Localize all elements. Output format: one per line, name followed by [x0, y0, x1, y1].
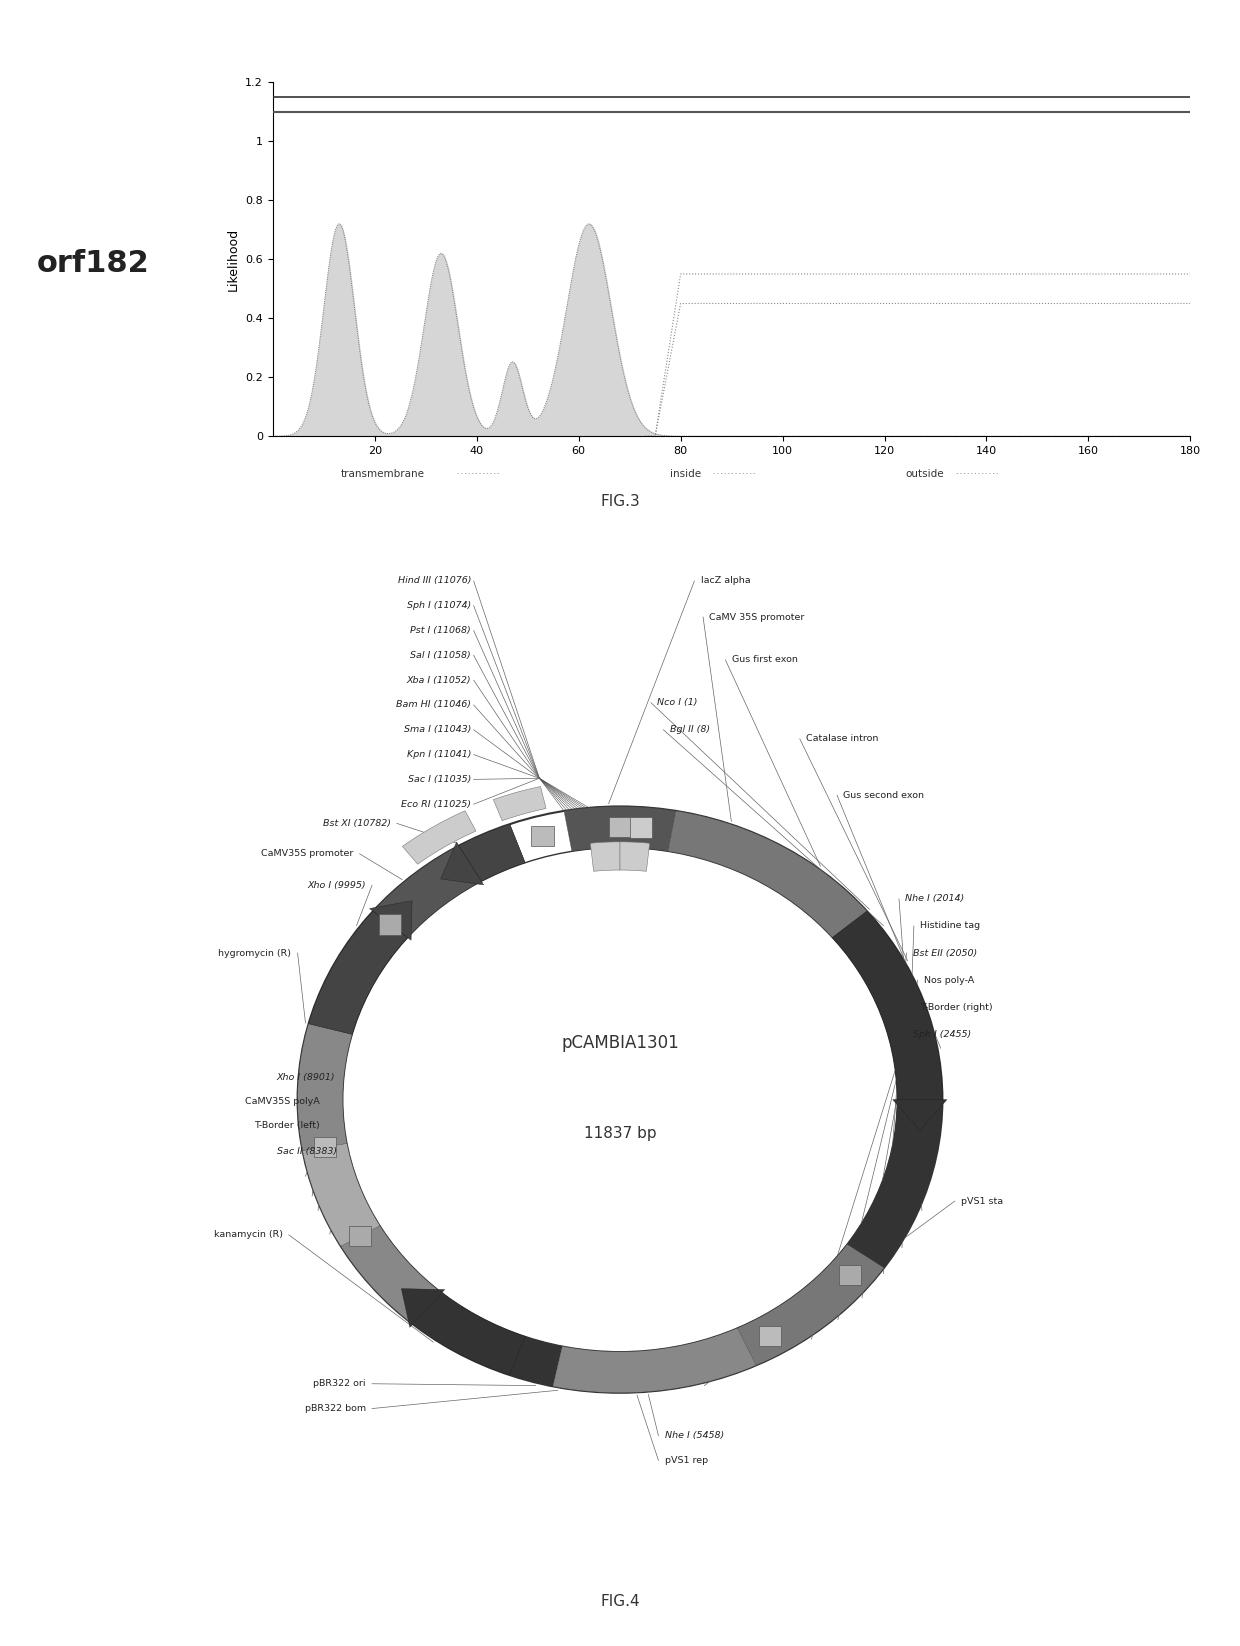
Bar [609, 816, 631, 838]
Text: FIG.3: FIG.3 [600, 494, 640, 509]
Polygon shape [893, 1100, 947, 1131]
Text: Sac I (11035): Sac I (11035) [408, 775, 471, 783]
Text: T-Border (right): T-Border (right) [920, 1002, 993, 1012]
Text: Bst XI (10782): Bst XI (10782) [322, 818, 391, 828]
Polygon shape [832, 1100, 942, 1289]
Text: Catalase intron: Catalase intron [806, 734, 878, 744]
Bar [630, 818, 652, 838]
Polygon shape [303, 1144, 379, 1246]
Text: Hind III (11076): Hind III (11076) [398, 576, 471, 586]
Text: CaMV35S promoter: CaMV35S promoter [262, 849, 353, 858]
Polygon shape [402, 1289, 445, 1327]
Text: Sph I (11074): Sph I (11074) [407, 601, 471, 611]
Text: transmembrane: transmembrane [341, 469, 425, 479]
Polygon shape [459, 825, 526, 881]
Circle shape [342, 848, 898, 1351]
Text: Nhe I (2014): Nhe I (2014) [905, 894, 965, 904]
Polygon shape [564, 807, 676, 851]
Text: Pst I (11068): Pst I (11068) [410, 625, 471, 635]
Polygon shape [370, 900, 412, 940]
Polygon shape [373, 825, 526, 938]
Text: CaMV35S polyA: CaMV35S polyA [246, 1098, 320, 1106]
Text: Gus second exon: Gus second exon [843, 790, 924, 800]
Text: Bgl II (8): Bgl II (8) [670, 726, 709, 734]
Text: orf182: orf182 [37, 249, 150, 278]
Bar [350, 1226, 372, 1246]
Polygon shape [737, 1244, 884, 1365]
Polygon shape [494, 787, 546, 821]
Polygon shape [435, 1307, 563, 1386]
Text: kanamycin (R): kanamycin (R) [213, 1231, 283, 1239]
Text: Eco RI (11025): Eco RI (11025) [402, 800, 471, 808]
Text: Gus first exon: Gus first exon [732, 655, 797, 665]
Text: outside: outside [905, 469, 944, 479]
Text: Nhe I (5458): Nhe I (5458) [665, 1430, 724, 1440]
Text: pBR322 ori: pBR322 ori [314, 1379, 366, 1388]
Polygon shape [668, 811, 867, 938]
Polygon shape [341, 1226, 461, 1340]
Polygon shape [590, 841, 620, 871]
Polygon shape [440, 843, 484, 886]
Polygon shape [832, 912, 942, 1100]
Text: Histidine tag: Histidine tag [920, 922, 980, 930]
Text: ············: ············ [952, 469, 999, 479]
Text: Sph I (2455): Sph I (2455) [913, 1030, 971, 1039]
Bar [379, 914, 402, 935]
Text: CaMV 35S promoter: CaMV 35S promoter [709, 612, 805, 622]
Polygon shape [620, 841, 650, 871]
Text: pVS1 sta: pVS1 sta [961, 1197, 1003, 1205]
Polygon shape [309, 912, 408, 1034]
Polygon shape [413, 1292, 526, 1374]
Text: Nos poly-A: Nos poly-A [924, 976, 975, 984]
Text: inside: inside [670, 469, 701, 479]
Text: Bam HI (11046): Bam HI (11046) [397, 701, 471, 709]
Text: Nco I (1): Nco I (1) [657, 698, 698, 708]
Text: hygromycin (R): hygromycin (R) [218, 948, 291, 958]
Text: Sal I (11058): Sal I (11058) [410, 650, 471, 660]
Text: pVS1 rep: pVS1 rep [665, 1457, 708, 1465]
Bar [314, 1137, 336, 1157]
Bar [531, 826, 553, 846]
Polygon shape [832, 912, 942, 1100]
Text: Xho I (8901): Xho I (8901) [277, 1073, 335, 1081]
Text: Kpn I (11041): Kpn I (11041) [407, 751, 471, 759]
Text: Bst EII (2050): Bst EII (2050) [913, 948, 977, 958]
Text: lacZ alpha: lacZ alpha [701, 576, 750, 586]
Bar [759, 1325, 781, 1346]
Bar [838, 1264, 861, 1286]
Text: T-Border (left): T-Border (left) [254, 1121, 320, 1131]
Text: ············: ············ [453, 469, 500, 479]
Text: Sac II (8383): Sac II (8383) [278, 1147, 337, 1155]
Polygon shape [309, 912, 408, 1034]
Text: FIG.4: FIG.4 [600, 1593, 640, 1608]
Text: Xho I (9995): Xho I (9995) [308, 881, 366, 890]
Polygon shape [553, 1328, 756, 1393]
Y-axis label: Likelihood: Likelihood [227, 227, 239, 291]
Polygon shape [403, 811, 476, 864]
Polygon shape [298, 1024, 352, 1151]
Text: pBR322 bom: pBR322 bom [305, 1404, 366, 1412]
Text: 11837 bp: 11837 bp [584, 1126, 656, 1141]
Text: Sma I (11043): Sma I (11043) [404, 726, 471, 734]
Text: ············: ············ [709, 469, 756, 479]
Text: Xba I (11052): Xba I (11052) [407, 675, 471, 685]
Text: pCAMBIA1301: pCAMBIA1301 [562, 1034, 678, 1052]
